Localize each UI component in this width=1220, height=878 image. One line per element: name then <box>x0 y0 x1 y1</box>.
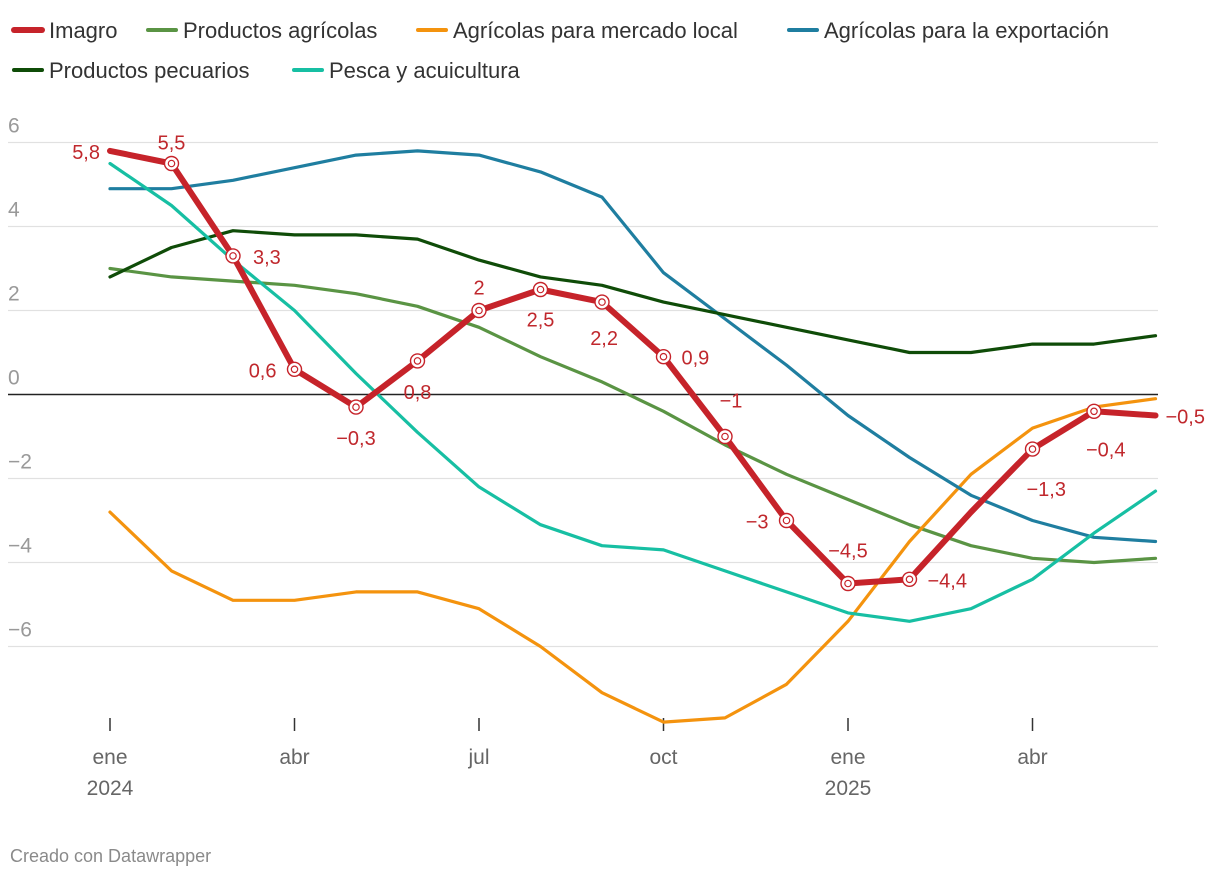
imagro-value-label: 0,9 <box>682 348 710 370</box>
imagro-point-marker <box>532 281 549 298</box>
imagro-point-marker <box>225 248 241 264</box>
imagro-value-label: 5,5 <box>158 133 186 155</box>
series-line-agricolas-para-mercado-local <box>108 397 1158 724</box>
imagro-point-marker <box>655 349 672 365</box>
y-tick-label: 4 <box>8 199 20 222</box>
y-tick-label: 6 <box>8 115 20 138</box>
imagro-value-label: −0,3 <box>336 428 375 450</box>
data-labels: 5,8 5,5 3,3 0,6 −0,3 0,8 2 2,5 2,2 0,9 −1 −3 −4,5 −4,… <box>72 133 1205 593</box>
imagro-value-label: −0,4 <box>1086 439 1125 461</box>
footer-credit: Creado con Datawrapper <box>10 846 211 866</box>
imagro-point-marker <box>286 361 303 377</box>
series-line-productos-pecuarios <box>108 229 1158 355</box>
imagro-value-label: −4,5 <box>828 541 867 563</box>
y-tick-label: −2 <box>8 451 32 474</box>
legend: Imagro Productos agrícolas Agrícolas para … <box>11 18 1109 83</box>
imagro-value-label: 2 <box>473 278 484 300</box>
y-tick-label: −4 <box>8 535 32 558</box>
imagro-point-marker <box>471 302 487 319</box>
legend-label-productos-pecuarios: Productos pecuarios <box>49 58 250 83</box>
imagro-point-marker <box>1024 441 1041 457</box>
imagro-point-marker <box>1086 403 1102 419</box>
imagro-markers <box>163 155 1102 592</box>
series-line-imagro <box>107 147 1159 587</box>
legend-label-pesca-y-acuicultura: Pesca y acuicultura <box>329 58 521 83</box>
imagro-value-label: −1,3 <box>1027 479 1066 501</box>
x-tick-label: oct <box>649 746 677 769</box>
y-tick-label: 2 <box>8 283 20 306</box>
imagro-value-label: 2,5 <box>527 310 555 332</box>
series-lines <box>107 147 1159 724</box>
legend-label-agricolas-para-la-exportacion: Agrícolas para la exportación <box>824 18 1109 43</box>
x-tick-label: ene <box>92 746 127 769</box>
imagro-point-marker <box>163 155 180 172</box>
legend-label-agricolas-para-mercado-local: Agrícolas para mercado local <box>453 18 738 43</box>
series-line-productos-agricolas <box>108 266 1158 565</box>
x-tick-label: jul <box>467 746 489 769</box>
imagro-point-marker <box>594 294 610 310</box>
legend-label-imagro: Imagro <box>49 18 117 43</box>
imagro-point-marker <box>901 571 918 587</box>
imagro-point-marker <box>717 428 733 445</box>
imagro-value-label: 5,8 <box>72 142 100 164</box>
y-tick-label: −6 <box>8 619 32 642</box>
imagro-value-label: −0,5 <box>1166 407 1205 429</box>
imagro-value-label: −4,4 <box>928 570 967 592</box>
series-line-pesca-y-acuicultura <box>108 161 1158 623</box>
x-tick-year: 2024 <box>87 777 134 800</box>
imagro-point-marker <box>778 512 795 529</box>
grid: 6 4 2 0 −2 −4 −6 <box>8 115 1158 648</box>
y-tick-label: 0 <box>8 367 20 390</box>
imagro-value-label: 3,3 <box>253 247 281 269</box>
imagro-point-marker <box>409 353 426 369</box>
x-tick-label: ene <box>830 746 865 769</box>
x-axis: ene 2024 abr jul oct ene 2025 abr <box>87 718 1048 800</box>
imagro-point-marker <box>348 399 364 415</box>
imagro-value-label: −3 <box>746 512 769 534</box>
x-tick-year: 2025 <box>825 777 872 800</box>
imagro-value-label: −1 <box>720 391 743 413</box>
imagro-value-label: 0,6 <box>249 360 277 382</box>
imagro-point-marker <box>840 575 856 592</box>
x-tick-label: abr <box>1017 746 1047 769</box>
x-tick-label: abr <box>279 746 309 769</box>
imagro-value-label: 2,2 <box>590 328 618 350</box>
imagro-value-label: 0,8 <box>404 382 432 404</box>
legend-label-productos-agricolas: Productos agrícolas <box>183 18 377 43</box>
